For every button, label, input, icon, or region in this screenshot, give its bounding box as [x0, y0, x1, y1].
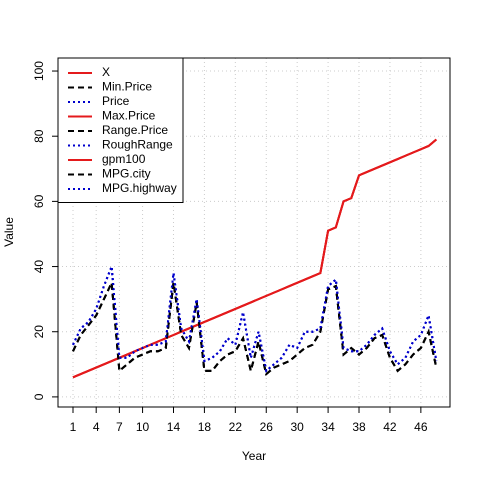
x-tick-label: 30: [290, 420, 304, 434]
legend-label: X: [102, 65, 110, 79]
y-tick-label: 60: [32, 194, 46, 208]
legend-label: RoughRange: [102, 138, 173, 152]
legend-label: Price: [102, 94, 130, 108]
legend-label: MPG.city: [102, 167, 151, 181]
x-tick-label: 34: [321, 420, 335, 434]
x-tick-label: 26: [260, 420, 274, 434]
y-tick-label: 100: [32, 61, 46, 81]
y-tick-label: 20: [32, 325, 46, 339]
x-tick-label: 46: [414, 420, 428, 434]
series-line: [72, 266, 438, 373]
legend-label: gpm100: [102, 152, 146, 166]
y-tick-label: 40: [32, 260, 46, 274]
x-tick-label: 1: [70, 420, 77, 434]
legend-label: MPG.highway: [102, 181, 177, 195]
series-line: [72, 279, 438, 376]
x-tick-label: 10: [136, 420, 150, 434]
x-tick-label: 14: [167, 420, 181, 434]
x-tick-label: 4: [93, 420, 100, 434]
x-tick-label: 18: [198, 420, 212, 434]
x-axis-label: Year: [242, 449, 266, 463]
x-tick-label: 7: [116, 420, 123, 434]
legend-label: Range.Price: [102, 123, 168, 137]
legend-label: Min.Price: [102, 80, 152, 94]
legend-label: Max.Price: [102, 109, 156, 123]
y-tick-label: 80: [32, 129, 46, 143]
plot-frame: [57, 57, 451, 408]
x-tick-label: 22: [229, 420, 243, 434]
x-tick-label: 42: [383, 420, 397, 434]
y-tick-label: 0: [32, 393, 46, 400]
x-tick-label: 38: [352, 420, 366, 434]
y-axis-label: Value: [2, 217, 16, 247]
